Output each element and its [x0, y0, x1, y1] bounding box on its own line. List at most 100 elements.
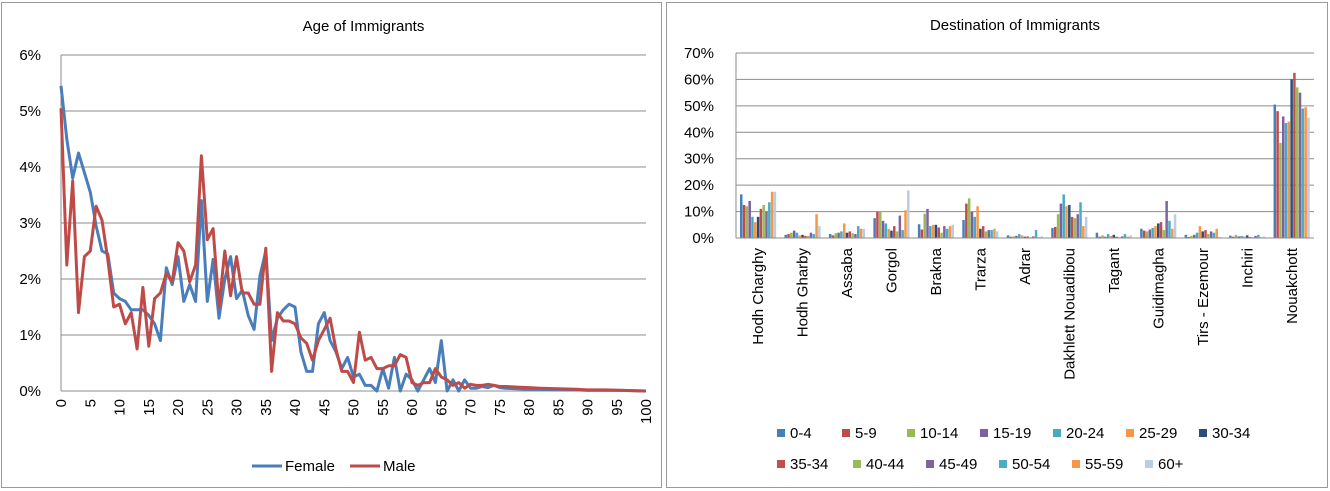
bar-10-14	[1145, 231, 1149, 238]
y-tick-label: 20%	[684, 177, 714, 194]
bar-0-4	[1273, 104, 1277, 238]
bar-0-4	[917, 224, 921, 238]
bar-30-34	[801, 234, 804, 238]
x-category-label: Adrar	[1017, 248, 1034, 285]
bar-45-49	[1120, 236, 1124, 238]
bar-35-34	[1204, 230, 1207, 238]
x-tick-label: 100	[638, 399, 655, 424]
bar-20-24	[1062, 194, 1065, 238]
bar-60+	[1218, 236, 1221, 238]
bar-10-14	[923, 213, 926, 238]
x-tick-label: 45	[316, 399, 333, 416]
bar-0-4	[1229, 235, 1232, 238]
legend-label-5-9: 5-9	[855, 425, 877, 442]
bar-10-14	[1190, 235, 1193, 238]
legend-label-50-54: 50-54	[1012, 456, 1050, 473]
x-tick-label: 20	[170, 399, 187, 416]
bar-0-4	[740, 194, 743, 238]
legend-label-20-24: 20-24	[1066, 425, 1104, 442]
legend-swatch-0-4	[777, 429, 785, 437]
bar-35-34	[848, 231, 852, 238]
x-category-label: Assaba	[839, 247, 856, 298]
bar-45-49	[854, 234, 857, 238]
y-tick-label: 6%	[19, 47, 41, 64]
bar-40-44	[940, 232, 943, 238]
bar-0-4	[784, 234, 787, 238]
bar-45-49	[1076, 214, 1079, 238]
x-category-label: Brakna	[928, 247, 945, 295]
bar-30-34	[934, 224, 938, 238]
bar-20-24	[973, 216, 977, 238]
bar-60+	[1173, 214, 1177, 238]
bar-35-34	[1026, 236, 1029, 238]
bar-30-34	[845, 232, 849, 238]
bar-5-9	[965, 203, 968, 238]
x-tick-label: 60	[404, 399, 421, 416]
bar-15-19	[1148, 229, 1152, 238]
bar-35-34	[1248, 236, 1252, 238]
bar-15-19	[1193, 234, 1196, 238]
bar-35-34	[981, 226, 985, 238]
bar-15-19	[1015, 235, 1018, 238]
bar-10-14	[745, 206, 749, 238]
bar-5-9	[1276, 111, 1279, 238]
bar-50-54	[768, 202, 771, 238]
bar-30-34	[1290, 79, 1293, 239]
bar-10-14	[1279, 142, 1282, 238]
bar-35-34	[1070, 216, 1074, 238]
x-category-label: Dakhlett Nouadibou	[1061, 248, 1078, 380]
bar-10-14	[1234, 234, 1238, 238]
legend-swatch-45-49	[926, 460, 934, 468]
y-tick-label: 0%	[692, 230, 714, 247]
bar-55-59	[770, 191, 774, 238]
y-tick-label: 5%	[19, 103, 41, 120]
bar-5-9	[1142, 230, 1146, 238]
x-tick-label: 5	[82, 399, 99, 407]
bar-25-29	[1198, 226, 1202, 238]
bar-30-34	[890, 230, 893, 238]
bar-20-24	[1106, 234, 1110, 238]
bar-50-54	[1212, 232, 1216, 238]
bar-30-34	[1068, 204, 1071, 238]
bar-60+	[1307, 117, 1310, 238]
bar-30-34	[1023, 236, 1027, 238]
bar-40-44	[984, 231, 988, 238]
x-tick-label: 80	[521, 399, 538, 416]
bar-25-29	[976, 206, 979, 238]
bar-0-4	[873, 218, 876, 238]
legend-swatch-25-29	[1126, 429, 1134, 437]
bar-30-34	[979, 228, 982, 238]
bar-50-54	[856, 226, 860, 238]
legend-label-0-4: 0-4	[790, 425, 812, 442]
series-line-male	[59, 108, 647, 393]
bar-40-44	[1162, 230, 1166, 238]
y-tick-label: 40%	[684, 124, 714, 141]
bar-50-54	[1301, 108, 1305, 238]
bar-45-49	[1254, 235, 1257, 238]
bar-60+	[951, 224, 954, 238]
bar-45-49	[1209, 231, 1213, 238]
bar-10-14	[1012, 236, 1015, 238]
bar-15-19	[881, 220, 885, 238]
y-tick-label: 3%	[19, 215, 41, 232]
legend-swatch-20-24	[1053, 429, 1061, 437]
bar-60+	[1040, 236, 1043, 238]
x-tick-label: 40	[287, 399, 304, 416]
bar-55-59	[1304, 107, 1307, 239]
bar-45-49	[809, 232, 813, 238]
bar-40-44	[1073, 218, 1077, 238]
bar-25-29	[1243, 236, 1246, 238]
bar-30-34	[1156, 223, 1160, 238]
bar-40-44	[806, 235, 810, 238]
bar-55-59	[1126, 236, 1130, 238]
bar-20-24	[751, 216, 754, 238]
bar-55-59	[1215, 228, 1218, 238]
x-tick-label: 55	[375, 399, 392, 416]
y-tick-label: 10%	[684, 204, 714, 221]
destination-of-immigrants-chart: Destination of Immigrants 0% 10% 20% 30% 40% 5…	[684, 17, 1314, 473]
bar-25-29	[887, 228, 890, 238]
bar-25-29	[1109, 235, 1113, 238]
bar-50-54	[990, 230, 993, 238]
bar-30-34	[1245, 235, 1249, 238]
bar-5-9	[1098, 236, 1101, 238]
